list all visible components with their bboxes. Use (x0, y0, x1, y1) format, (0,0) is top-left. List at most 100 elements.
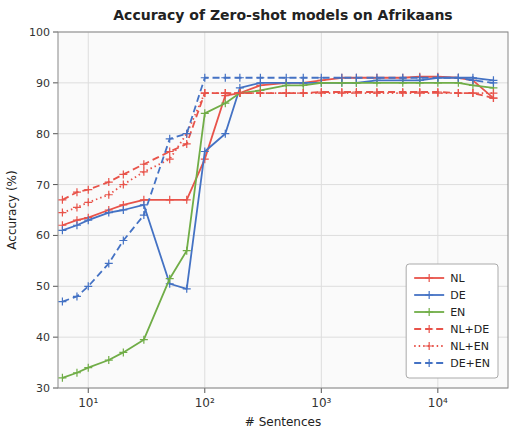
point-marker (236, 89, 244, 97)
point-marker (352, 74, 360, 82)
point-marker (373, 74, 381, 82)
legend-label: DE+EN (450, 357, 490, 370)
series (58, 89, 497, 217)
point-marker (299, 89, 307, 97)
point-marker (221, 89, 229, 97)
point-marker (84, 282, 92, 290)
legend-marker (425, 325, 433, 333)
point-marker (299, 81, 307, 89)
point-marker (201, 109, 209, 117)
y-tick (53, 235, 58, 236)
point-marker (58, 209, 66, 217)
y-tick-label: 100 (29, 26, 50, 39)
series-line (62, 78, 493, 289)
x-grid-line (204, 32, 205, 388)
x-tick-label: 10² (195, 396, 215, 410)
y-tick-label: 40 (36, 331, 50, 344)
legend-marker (425, 342, 433, 350)
point-marker (469, 76, 477, 84)
y-tick (53, 337, 58, 338)
point-marker (166, 196, 174, 204)
x-grid-line (88, 32, 89, 388)
point-marker (119, 181, 127, 189)
point-marker (73, 203, 81, 211)
point-marker (338, 74, 346, 82)
point-marker (221, 130, 229, 138)
point-marker (105, 356, 113, 364)
point-marker (201, 74, 209, 82)
point-marker (236, 89, 244, 97)
y-tick-label: 70 (36, 179, 50, 192)
point-marker (317, 74, 325, 82)
y-grid-line (58, 133, 508, 134)
point-marker (201, 148, 209, 156)
point-marker (105, 209, 113, 217)
point-marker (256, 89, 264, 97)
point-marker (119, 348, 127, 356)
y-tick-label: 30 (36, 382, 50, 395)
legend-label: NL (450, 272, 465, 285)
x-tick-label: 10¹ (78, 396, 98, 410)
point-marker (140, 160, 148, 168)
point-marker (489, 79, 497, 87)
series-line (62, 93, 493, 213)
point-marker (58, 226, 66, 234)
point-marker (119, 170, 127, 178)
y-tick-label: 80 (36, 128, 50, 141)
point-marker (84, 216, 92, 224)
y-tick (53, 286, 58, 287)
point-marker (166, 135, 174, 143)
y-tick (53, 32, 58, 33)
point-marker (434, 89, 442, 97)
point-marker (84, 186, 92, 194)
point-marker (299, 74, 307, 82)
point-marker (140, 336, 148, 344)
point-marker (434, 74, 442, 82)
point-marker (236, 89, 244, 97)
point-marker (201, 89, 209, 97)
point-marker (58, 196, 66, 204)
legend: NLDEENNL+DENL+ENDE+EN (406, 264, 498, 378)
point-marker (73, 221, 81, 229)
point-marker (338, 74, 346, 82)
point-marker (58, 298, 66, 306)
series (58, 79, 497, 382)
point-marker (119, 206, 127, 214)
legend-marker (425, 274, 433, 282)
point-marker (84, 364, 92, 372)
x-tick-label: 10³ (311, 396, 331, 410)
point-marker (282, 74, 290, 82)
point-marker (183, 140, 191, 148)
point-marker (454, 74, 462, 82)
point-marker (373, 89, 381, 97)
point-marker (434, 74, 442, 82)
point-marker (73, 369, 81, 377)
point-marker (221, 99, 229, 107)
x-tick (321, 388, 322, 393)
legend-box (406, 264, 498, 378)
legend-label: DE (450, 289, 465, 302)
point-marker (73, 292, 81, 300)
point-marker (105, 259, 113, 267)
point-marker (221, 89, 229, 97)
point-marker (183, 130, 191, 138)
series-line (62, 77, 493, 226)
point-marker (183, 247, 191, 255)
point-marker (183, 285, 191, 293)
y-tick (53, 388, 58, 389)
y-tick-label: 90 (36, 77, 50, 90)
series-group (58, 73, 497, 382)
point-marker (256, 74, 264, 82)
point-marker (469, 89, 477, 97)
point-marker (416, 89, 424, 97)
x-tick (437, 388, 438, 393)
x-tick (88, 388, 89, 393)
point-marker (416, 74, 424, 82)
plot-frame (58, 32, 508, 388)
point-marker (183, 196, 191, 204)
point-marker (317, 89, 325, 97)
point-marker (454, 74, 462, 82)
point-marker (166, 275, 174, 283)
x-tick (204, 388, 205, 393)
series-line (62, 92, 493, 200)
